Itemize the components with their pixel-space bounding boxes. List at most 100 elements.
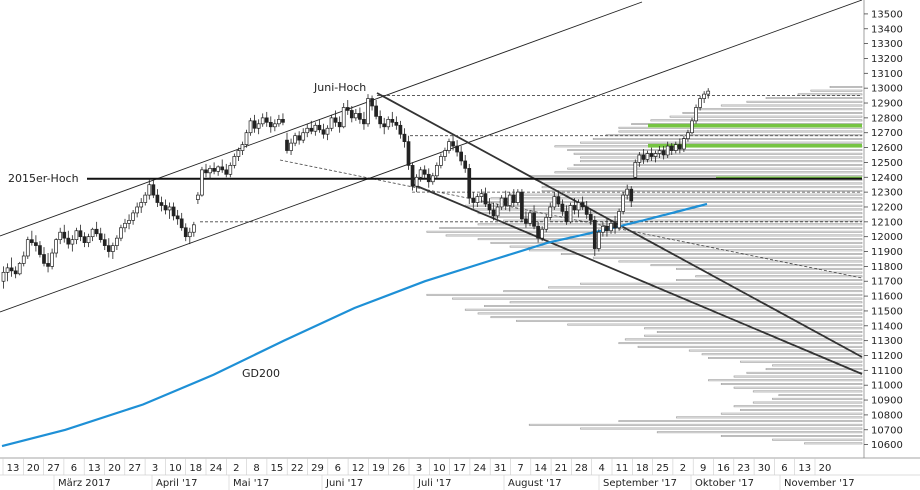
candle: [1, 266, 6, 289]
candle-body-up: [495, 206, 500, 217]
candle-body-down: [155, 194, 160, 203]
candle: [260, 113, 265, 127]
candle-body-up: [135, 206, 139, 214]
candle-body-up: [568, 205, 573, 223]
candle: [54, 238, 59, 258]
candle: [625, 184, 630, 200]
candle: [511, 189, 516, 207]
volume-bar: [829, 86, 863, 88]
candle: [297, 131, 301, 145]
volume-bar: [676, 267, 863, 270]
x-month-label: September '17: [603, 478, 677, 489]
y-tick-label: 10900: [871, 396, 903, 407]
candle-body-up: [621, 194, 626, 212]
candle-body-down: [370, 98, 374, 107]
candle-body-down: [309, 127, 314, 132]
candle: [572, 198, 577, 215]
candle: [139, 198, 144, 213]
candle-body-down: [459, 151, 463, 162]
candle-body-down: [264, 117, 269, 123]
candle-body-down: [204, 169, 208, 174]
candle: [669, 143, 674, 155]
candle-body-down: [13, 270, 18, 275]
candle-body-down: [378, 116, 382, 125]
volume-bar: [752, 401, 863, 404]
volume-bar: [541, 189, 863, 192]
volume-bar: [567, 167, 863, 170]
x-tick-label: 28: [575, 463, 588, 474]
volume-bar: [573, 152, 863, 155]
candle: [240, 141, 245, 155]
x-tick-label: 20: [108, 463, 121, 474]
candle-body-up: [414, 176, 419, 187]
volume-highlight-bar: [648, 123, 862, 128]
volume-bar: [618, 260, 863, 263]
y-axis: 10600 10700 10800 10900 11000 11100 11200 11300…: [863, 0, 903, 458]
candle: [30, 230, 34, 246]
candle: [682, 135, 686, 153]
candle-body-down: [410, 165, 415, 187]
candle: [564, 205, 569, 225]
candle: [86, 233, 91, 248]
candle-body-down: [455, 145, 459, 153]
x-tick-label: 20: [819, 463, 832, 474]
volume-bar: [528, 249, 863, 252]
candle-body-up: [277, 119, 281, 125]
candle: [661, 146, 666, 160]
candle: [617, 208, 621, 231]
volume-bar: [676, 279, 863, 281]
x-tick-label: 17: [453, 463, 466, 474]
x-tick-label: 15: [271, 463, 284, 474]
volume-bar: [740, 360, 863, 363]
candle-body-up: [232, 156, 237, 166]
candle: [702, 91, 707, 104]
volume-bar: [746, 100, 863, 103]
volume-bar: [746, 371, 863, 374]
candle: [216, 165, 220, 176]
y-tick-label: 11000: [871, 381, 903, 392]
candle: [560, 199, 565, 216]
volume-bar: [477, 223, 863, 226]
candle-body-up: [21, 255, 26, 264]
candle-body-down: [451, 141, 455, 147]
candle-body-down: [212, 168, 216, 172]
candle-body-up: [702, 93, 707, 99]
candle: [544, 214, 549, 233]
volume-bar: [528, 423, 863, 426]
candle: [90, 227, 95, 242]
volume-bar: [528, 175, 863, 177]
ma200-line: [1, 202, 708, 448]
candle-body-up: [366, 98, 370, 125]
candle: [520, 189, 524, 222]
candle-body-down: [333, 117, 338, 123]
volume-bar: [592, 256, 863, 259]
candle-body-down: [592, 219, 597, 249]
x-tick-label: 30: [758, 463, 771, 474]
candle: [341, 103, 346, 129]
candle: [690, 117, 694, 135]
x-tick-label: 16: [717, 463, 730, 474]
candle-body-up: [208, 168, 212, 174]
candle-body-up: [625, 188, 630, 196]
candle: [94, 221, 99, 237]
x-tick-label: 22: [291, 463, 304, 474]
candle-body-down: [467, 168, 472, 199]
y-tick-label: 13500: [871, 9, 903, 20]
candle-body-up: [499, 197, 504, 208]
candle-body-down: [613, 222, 617, 229]
candle: [426, 168, 431, 188]
volume-bar: [426, 230, 863, 233]
candle: [394, 116, 399, 130]
candle-body-up: [609, 222, 613, 232]
volume-bar: [592, 137, 863, 140]
candle-body-up: [131, 212, 135, 221]
candle-body-down: [268, 121, 273, 128]
candle: [435, 162, 439, 179]
candle-body-up: [70, 239, 75, 245]
candle: [252, 114, 257, 133]
candle: [285, 132, 289, 154]
candle: [653, 150, 658, 163]
annotations: Juni-Hoch 2015er-Hoch GD200: [8, 81, 366, 380]
candle: [609, 220, 613, 234]
candle-body-up: [552, 196, 557, 208]
